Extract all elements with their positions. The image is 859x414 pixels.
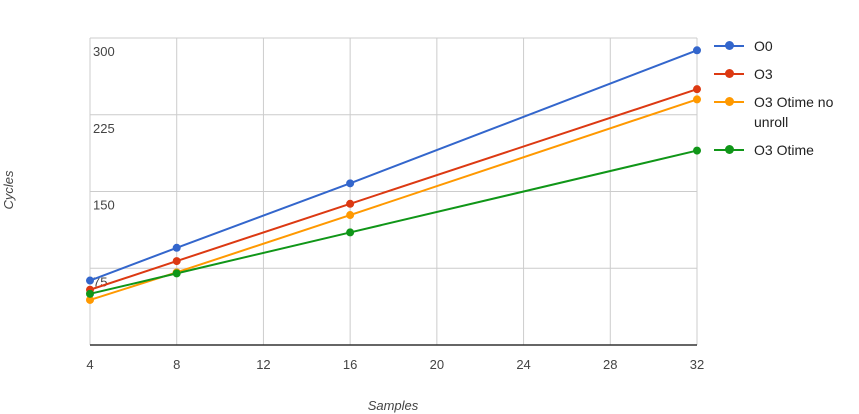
- y-tick-label: 300: [93, 44, 115, 59]
- series-line: [89, 49, 698, 282]
- data-point: [346, 211, 355, 220]
- data-point: [86, 276, 94, 285]
- x-tick-label: 32: [690, 357, 704, 372]
- data-point: [86, 289, 94, 298]
- x-tick-label: 24: [516, 357, 530, 372]
- data-point: [693, 46, 701, 55]
- legend-label: O0: [754, 38, 773, 54]
- data-point: [693, 85, 701, 94]
- legend-entry: O3 Otime no unroll: [714, 92, 849, 132]
- legend: O0 O3 O3 Otime no unroll O3 Otime: [714, 36, 849, 168]
- legend-entry: O3: [714, 64, 849, 84]
- data-point: [172, 257, 181, 266]
- data-point: [346, 179, 355, 188]
- data-point: [172, 269, 181, 278]
- y-axis-title: Cycles: [1, 170, 16, 210]
- data-point: [172, 243, 181, 252]
- data-point: [346, 199, 355, 208]
- legend-swatch: [714, 69, 744, 78]
- y-tick-label: 150: [93, 198, 115, 213]
- x-tick-label: 20: [430, 357, 444, 372]
- series-line: [89, 98, 698, 301]
- data-point: [86, 295, 94, 304]
- x-tick-label: 4: [86, 357, 93, 372]
- series-line: [89, 149, 698, 295]
- x-tick-label: 16: [343, 357, 357, 372]
- grid: [89, 37, 698, 345]
- y-tick-label: 225: [93, 121, 115, 136]
- x-tick-label: 28: [603, 357, 617, 372]
- legend-entry: O3 Otime: [714, 140, 849, 160]
- legend-label: O3 Otime: [754, 142, 814, 158]
- data-point: [346, 228, 355, 237]
- legend-label: O3: [754, 66, 773, 82]
- data-point: [693, 146, 701, 155]
- legend-swatch: [714, 97, 744, 106]
- legend-swatch: [714, 41, 744, 50]
- legend-entry: O0: [714, 36, 849, 56]
- x-axis-title: Samples: [368, 398, 419, 413]
- data-point: [693, 95, 701, 104]
- legend-label: O3 Otime no unroll: [754, 94, 834, 130]
- x-tick-label: 12: [256, 357, 270, 372]
- x-tick-label: 8: [173, 357, 180, 372]
- series-line: [89, 88, 698, 291]
- legend-swatch: [714, 145, 744, 154]
